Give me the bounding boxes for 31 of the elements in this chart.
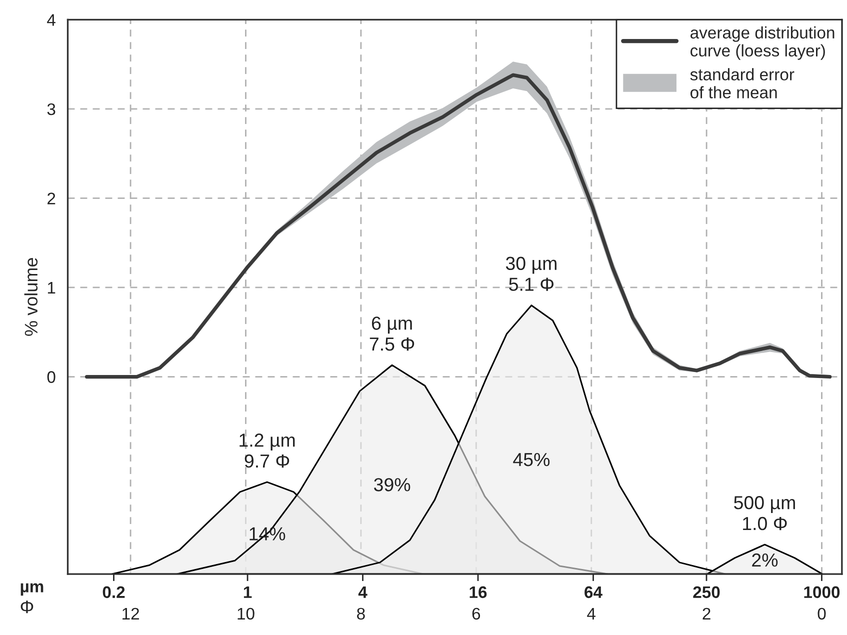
- y-tick-label: 1: [48, 282, 56, 294]
- x-tick-label: 8: [357, 608, 365, 620]
- x2-tick-label: 4: [358, 586, 368, 598]
- annotation: 2%: [752, 553, 778, 567]
- x-tick-label: 10: [238, 608, 254, 620]
- annotation: standard error of the mean: [690, 68, 794, 98]
- x2-tick-label: 1000: [804, 586, 840, 598]
- x2-tick-label: 1: [244, 586, 252, 598]
- x2-tick-label: 16: [470, 586, 487, 598]
- x-axis-title: Φ: [20, 600, 34, 614]
- x2-axis-title: µm: [20, 583, 44, 596]
- annotation: 6 µm 7.5 Φ: [370, 316, 414, 351]
- y-tick-label: 2: [48, 192, 56, 204]
- y-tick-label: 4: [47, 14, 56, 26]
- x-tick-label: 0: [818, 608, 826, 620]
- annotation: 45%: [513, 453, 550, 466]
- x-tick-label: 4: [587, 608, 596, 620]
- x2-tick-label: 64: [584, 586, 602, 598]
- y-tick-label: 0: [47, 371, 56, 383]
- x2-tick-label: 0.2: [102, 586, 125, 598]
- y-axis-title: % volume: [24, 258, 38, 336]
- y-tick-label: 3: [47, 103, 56, 116]
- annotation: 500 µm 1.0 Φ: [734, 496, 795, 530]
- x-tick-label: 6: [472, 608, 480, 620]
- annotation: 1.2 µm 9.7 Φ: [240, 434, 295, 468]
- x2-tick-label: 250: [693, 586, 720, 598]
- annotation: 30 µm 5.1 Φ: [506, 256, 556, 291]
- legend-label: average distribution curve (loess layer): [690, 26, 834, 60]
- x-tick-label: 2: [702, 608, 710, 620]
- x-tick-label: 12: [122, 608, 139, 620]
- annotation: 39%: [374, 478, 410, 492]
